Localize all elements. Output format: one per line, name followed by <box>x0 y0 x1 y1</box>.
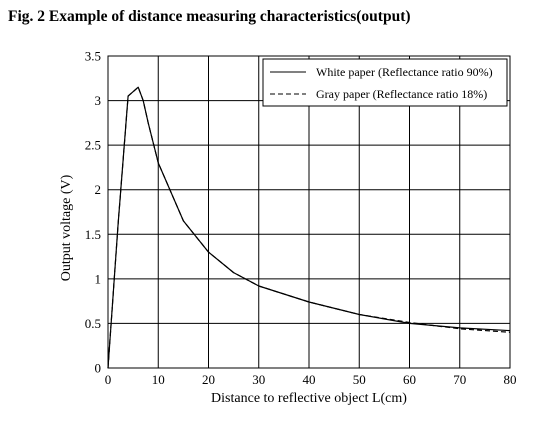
x-tick-label: 60 <box>403 372 416 387</box>
x-tick-label: 40 <box>303 372 316 387</box>
y-tick-label: 0 <box>95 361 102 376</box>
series-line-gray-paper <box>107 86 511 369</box>
x-tick-label: 0 <box>105 372 112 387</box>
series-lines <box>107 86 511 369</box>
axis-ticks: 0 10 20 30 40 50 60 70 80 0 0.5 1 1.5 2 2.5 3 3.5 <box>85 49 517 388</box>
x-tick-label: 10 <box>152 372 165 387</box>
y-tick-label: 1 <box>95 271 102 286</box>
figure-title: Fig. 2 Example of distance measuring cha… <box>8 8 411 25</box>
x-axis-label: Distance to reflective object L(cm) <box>211 391 407 406</box>
x-tick-label: 20 <box>202 372 215 387</box>
legend-label-gray-paper: Gray paper (Reflectance ratio 18%) <box>316 87 487 101</box>
y-tick-label: 2 <box>95 182 102 197</box>
y-tick-label: 3.5 <box>85 49 101 64</box>
legend-label-white-paper: White paper (Reflectance ratio 90%) <box>316 65 493 79</box>
grid-lines <box>108 56 510 368</box>
y-tick-label: 3 <box>95 93 102 108</box>
x-tick-label: 30 <box>252 372 265 387</box>
y-axis-label: Output voltage (V) <box>59 174 74 281</box>
legend: White paper (Reflectance ratio 90%) Gray… <box>262 58 508 107</box>
x-tick-label: 70 <box>453 372 466 387</box>
y-tick-label: 1.5 <box>85 227 101 242</box>
y-tick-label: 2.5 <box>85 138 101 153</box>
plot-area-frame <box>107 55 511 369</box>
x-tick-label: 80 <box>504 372 517 387</box>
y-tick-label: 0.5 <box>85 316 101 331</box>
x-tick-label: 50 <box>353 372 366 387</box>
legend-box <box>262 58 508 107</box>
